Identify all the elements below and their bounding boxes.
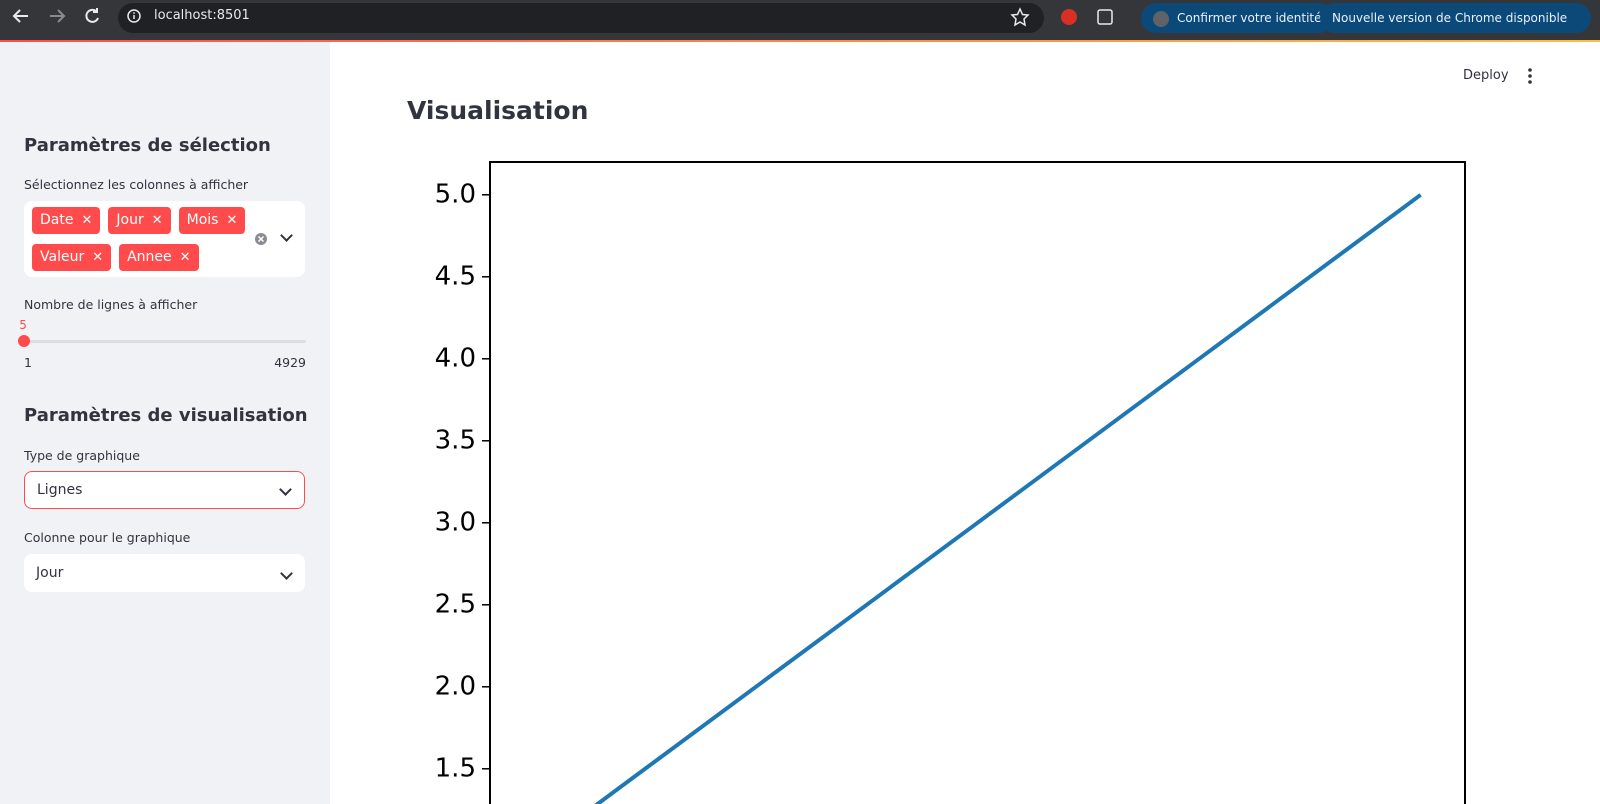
tag[interactable]: Valeur ✕ bbox=[32, 244, 112, 271]
tag[interactable]: Date ✕ bbox=[32, 207, 101, 234]
bookmark-star[interactable] bbox=[1010, 7, 1030, 27]
field-label: Colonne pour le graphique bbox=[24, 530, 191, 545]
update-text: Nouvelle version de Chrome disponible bbox=[1332, 11, 1568, 25]
y-tick-label: 2.0 bbox=[435, 671, 476, 701]
identity-text: Confirmer votre identité bbox=[1177, 11, 1322, 25]
tag-remove[interactable]: ✕ bbox=[179, 250, 191, 265]
update-button[interactable]: Nouvelle version de Chrome disponible bbox=[1320, 3, 1592, 33]
url: localhost:8501 bbox=[154, 8, 250, 23]
extensions-button[interactable] bbox=[1097, 9, 1113, 25]
field-label: Type de graphique bbox=[24, 448, 140, 463]
deploy-button[interactable]: Deploy bbox=[1463, 68, 1509, 83]
column-select[interactable]: Jour bbox=[24, 554, 305, 592]
sidebar bbox=[0, 42, 330, 804]
y-tick-label: 3.0 bbox=[435, 507, 476, 537]
slider-min: 1 bbox=[24, 355, 32, 370]
toolbar-icons bbox=[1010, 7, 1113, 27]
toolbar-accent bbox=[0, 40, 1600, 42]
field-label: Nombre de lignes à afficher bbox=[24, 297, 198, 312]
y-tick-label: 5.0 bbox=[435, 179, 476, 209]
plot-area bbox=[489, 161, 1466, 804]
slider-max: 4929 bbox=[274, 355, 306, 370]
omnibox[interactable] bbox=[118, 3, 1044, 33]
slider-track[interactable] bbox=[24, 340, 306, 343]
tag[interactable]: Annee ✕ bbox=[119, 244, 199, 271]
slider-value: 5 bbox=[19, 318, 27, 332]
y-tick-label: 4.5 bbox=[435, 261, 476, 291]
tag[interactable]: Jour ✕ bbox=[108, 207, 171, 234]
y-tick-label: 4.0 bbox=[435, 343, 476, 373]
reload-button[interactable] bbox=[85, 8, 99, 23]
line bbox=[594, 193, 1422, 804]
forward-button[interactable] bbox=[50, 9, 66, 23]
tag-remove[interactable]: ✕ bbox=[81, 213, 93, 228]
chart-type-select[interactable]: Lignes bbox=[24, 471, 305, 509]
select-value: Lignes bbox=[37, 482, 83, 498]
nav-buttons bbox=[12, 8, 99, 23]
identity-button[interactable]: Confirmer votre identité bbox=[1141, 3, 1334, 33]
select-value: Jour bbox=[36, 565, 64, 581]
section-title: Paramètres de visualisation bbox=[24, 405, 308, 426]
tag-remove[interactable]: ✕ bbox=[151, 213, 163, 228]
y-tick-label: 3.5 bbox=[435, 425, 476, 455]
tag[interactable]: Mois ✕ bbox=[178, 207, 246, 234]
menu-button[interactable] bbox=[1524, 66, 1536, 86]
tag-text: Jour bbox=[116, 212, 144, 228]
tag-remove[interactable]: ✕ bbox=[226, 213, 238, 228]
field-label: Sélectionnez les colonnes à afficher bbox=[24, 177, 249, 192]
clear-icon[interactable] bbox=[254, 232, 268, 246]
tag-text: Annee bbox=[127, 249, 172, 265]
extension-icon[interactable] bbox=[1061, 9, 1077, 25]
tag-list: Date ✕ Jour ✕ Mois ✕ Valeur ✕ Annee ✕ bbox=[32, 207, 247, 271]
tag-remove[interactable]: ✕ bbox=[92, 250, 104, 265]
chart: 1.5 2.0 2.5 3.0 3.5 4.0 4.5 5.0 bbox=[435, 161, 1466, 804]
tag-text: Valeur bbox=[40, 249, 85, 265]
tag-text: Date bbox=[40, 212, 74, 228]
main-title: Visualisation bbox=[407, 96, 589, 125]
site-info-icon[interactable] bbox=[126, 8, 142, 24]
slider-thumb[interactable] bbox=[18, 335, 31, 347]
y-tick-label: 1.5 bbox=[435, 753, 476, 783]
section-title: Paramètres de sélection bbox=[24, 135, 271, 156]
back-button[interactable] bbox=[12, 9, 28, 23]
tag-text: Mois bbox=[186, 212, 219, 228]
y-tick-label: 2.5 bbox=[435, 589, 476, 619]
